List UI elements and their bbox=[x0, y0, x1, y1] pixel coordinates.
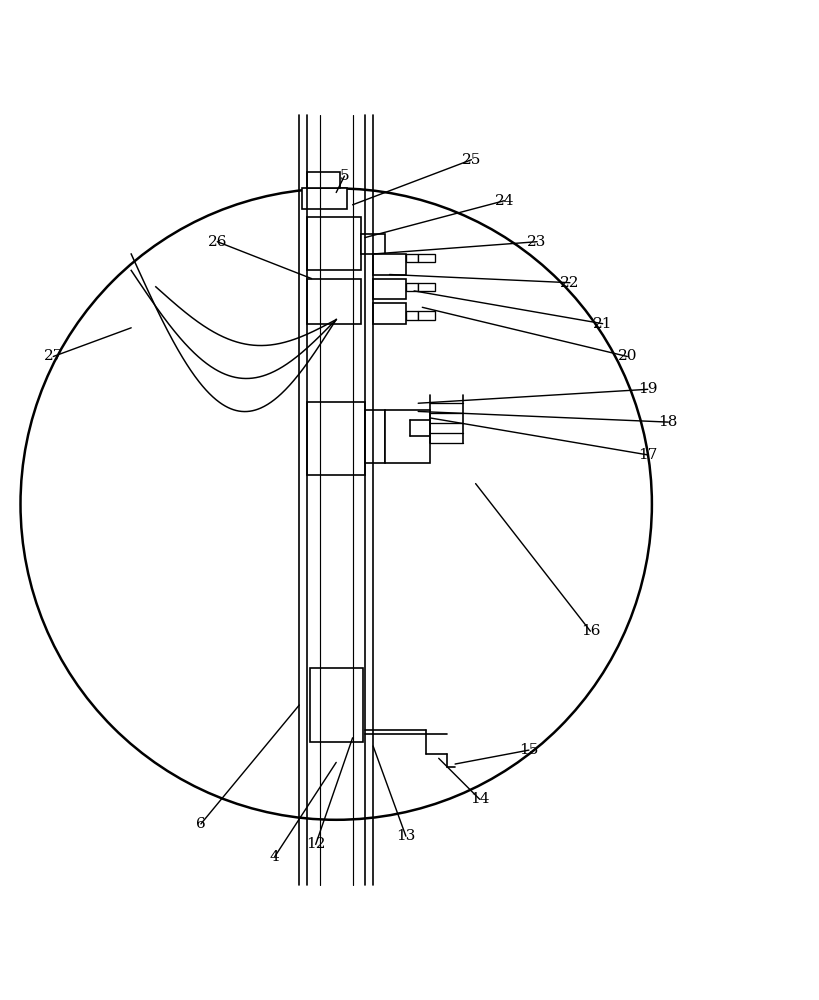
Bar bbox=[364, 410, 385, 463]
Text: 4: 4 bbox=[269, 850, 279, 864]
Bar bbox=[405, 254, 418, 262]
Text: 19: 19 bbox=[637, 382, 657, 396]
Text: 20: 20 bbox=[617, 350, 636, 363]
Bar bbox=[405, 311, 418, 320]
Bar bbox=[301, 188, 346, 209]
Text: 5: 5 bbox=[339, 169, 349, 183]
Text: 26: 26 bbox=[207, 235, 227, 249]
Text: 25: 25 bbox=[461, 153, 481, 167]
Bar bbox=[418, 283, 434, 291]
Bar bbox=[307, 217, 360, 270]
Bar bbox=[373, 303, 405, 324]
Bar bbox=[373, 279, 405, 299]
Text: 18: 18 bbox=[658, 415, 677, 429]
Bar bbox=[418, 311, 434, 320]
Text: 27: 27 bbox=[43, 350, 63, 363]
Bar bbox=[385, 410, 430, 463]
Text: 16: 16 bbox=[580, 624, 600, 638]
Text: 6: 6 bbox=[196, 817, 206, 831]
Text: 17: 17 bbox=[637, 448, 657, 462]
Text: 24: 24 bbox=[494, 194, 514, 208]
Bar bbox=[373, 254, 405, 274]
Text: 14: 14 bbox=[469, 792, 489, 806]
Bar bbox=[307, 172, 340, 188]
Bar bbox=[405, 283, 418, 291]
Bar bbox=[418, 254, 434, 262]
Text: 21: 21 bbox=[592, 317, 612, 331]
Text: 23: 23 bbox=[527, 235, 546, 249]
Text: 12: 12 bbox=[305, 837, 325, 851]
Text: 13: 13 bbox=[396, 829, 415, 843]
Bar bbox=[360, 233, 385, 254]
Text: 22: 22 bbox=[559, 276, 579, 290]
Bar bbox=[307, 279, 360, 324]
Text: 15: 15 bbox=[518, 743, 538, 757]
Bar bbox=[310, 668, 363, 742]
Bar bbox=[307, 402, 364, 475]
